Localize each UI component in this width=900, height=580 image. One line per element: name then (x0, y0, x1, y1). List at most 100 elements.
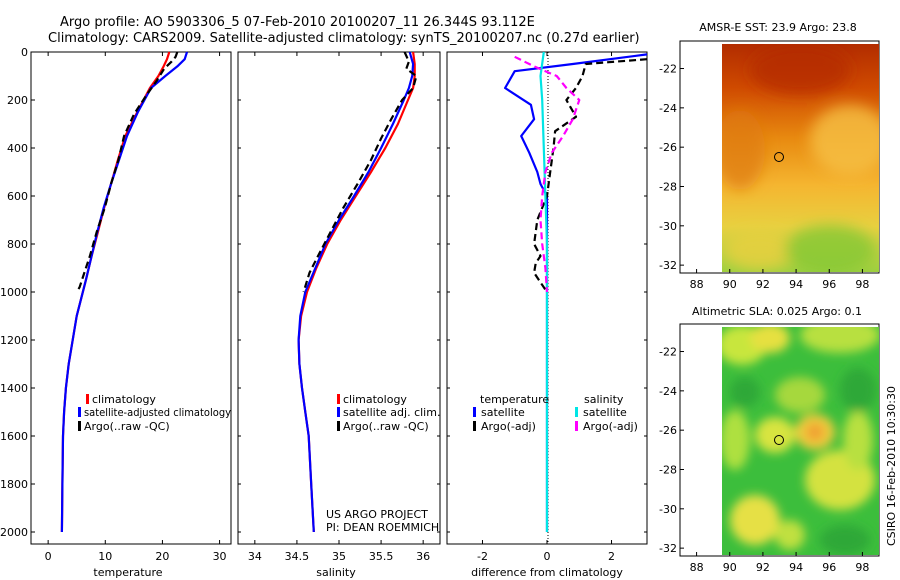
temperature-axes-box (30, 51, 232, 545)
salinity-panel: 34 34.5 35 35.5 36 salinity climatology sate… (237, 51, 441, 579)
temperature-ytick-label: 1200 (0, 334, 28, 347)
legend-swatch-temp-satellite (473, 407, 476, 417)
legend-swatch-satellite (337, 407, 340, 417)
salinity-legend: climatology satellite adj. clim. Argo(..… (337, 393, 440, 433)
temperature-xtick-label: 20 (155, 550, 169, 563)
salinity-xtick-label: 34.5 (285, 550, 310, 563)
legend-label-satellite-adjusted: satellite-adjusted climatology (84, 406, 231, 419)
difference-line-temperature-argo-adj (532, 58, 648, 293)
legend-label-argo: Argo(..raw -QC) (84, 420, 170, 433)
sst-xtick-label: 96 (822, 278, 836, 291)
sla-xtick-label: 90 (723, 561, 737, 574)
salinity-x-label: salinity (316, 566, 356, 579)
legend-label-sal-argo: Argo(-adj) (583, 420, 638, 433)
temperature-x-label: temperature (93, 566, 162, 579)
sst-field (722, 44, 879, 272)
sst-ytick-label: -24 (659, 102, 677, 115)
sla-argo-marker (774, 435, 784, 445)
sst-map-title: AMSR-E SST: 23.9 Argo: 23.8 (699, 21, 857, 34)
temperature-line-argo-raw-qc (75, 51, 179, 293)
legend-title-temperature: temperature (480, 393, 549, 406)
legend-swatch-climatology (86, 394, 89, 404)
difference-x-axis: -2 0 2 (447, 51, 647, 563)
sla-xtick-label: 92 (756, 561, 770, 574)
sla-xtick-label: 98 (855, 561, 869, 574)
legend-swatch-sal-argo (575, 421, 578, 431)
sla-field (722, 327, 879, 555)
legend-label-argo: Argo(..raw -QC) (343, 420, 429, 433)
legend-title-salinity: salinity (584, 393, 624, 406)
sla-xtick-label: 96 (822, 561, 836, 574)
sla-ytick-label: -24 (659, 385, 677, 398)
temperature-panel: 0 200 400 600 800 1000 1200 1400 1600 1800 2000 0 1… (0, 46, 232, 579)
sla-y-axis: -22 -24 -26 -28 -30 -32 (659, 346, 684, 555)
temperature-ytick-label: 0 (21, 46, 28, 59)
temperature-ytick-label: 1600 (0, 430, 28, 443)
figure-title-line1: Argo profile: AO 5903306_5 07-Feb-2010 2… (60, 15, 535, 30)
sla-ytick-label: -22 (659, 346, 677, 359)
temperature-xtick-label: 30 (213, 550, 227, 563)
sla-patches (722, 327, 879, 555)
sst-xtick-label: 98 (855, 278, 869, 291)
sst-ytick-label: -28 (659, 180, 677, 193)
legend-label-climatology: climatology (343, 393, 407, 406)
temperature-x-axis: 0 10 20 30 (45, 52, 227, 563)
legend-swatch-sal-satellite (575, 407, 578, 417)
footer-project: US ARGO PROJECT (326, 508, 428, 521)
legend-swatch-climatology (337, 394, 340, 404)
sla-ytick-label: -32 (659, 542, 677, 555)
sst-ytick-label: -30 (659, 220, 677, 233)
sst-map-panel: AMSR-E SST: 23.9 Argo: 23.8 88 90 92 94 96 98… (659, 21, 880, 291)
legend-label-satellite: satellite adj. clim. (343, 406, 440, 419)
sst-x-axis: 88 90 92 94 96 98 (690, 269, 869, 291)
temperature-ytick-label: 600 (7, 190, 28, 203)
salinity-axes-box (237, 51, 441, 545)
temperature-ytick-label: 200 (7, 94, 28, 107)
footer-pi: PI: DEAN ROEMMICH (326, 521, 439, 534)
difference-series (504, 51, 648, 532)
sla-xtick-label: 88 (690, 561, 704, 574)
sst-xtick-label: 90 (723, 278, 737, 291)
legend-swatch-argo (78, 421, 81, 431)
sst-argo-marker (774, 152, 784, 162)
difference-legend: temperature salinity satellite Argo(-adj… (473, 393, 638, 433)
legend-swatch-argo (337, 421, 340, 431)
sst-xtick-label: 94 (789, 278, 803, 291)
temperature-ytick-label: 400 (7, 142, 28, 155)
side-timestamp: CSIRO 16-Feb-2010 10:30:30 (885, 386, 898, 546)
legend-swatch-satellite-adjusted (78, 407, 81, 417)
sla-map-title: Altimetric SLA: 0.025 Argo: 0.1 (692, 305, 862, 318)
difference-xtick-label: 0 (544, 550, 551, 563)
salinity-line-argo-raw-qc (302, 51, 418, 293)
temperature-ytick-label: 1000 (0, 286, 28, 299)
sla-ytick-label: -30 (659, 503, 677, 516)
sla-map-panel: Altimetric SLA: 0.025 Argo: 0.1 (659, 305, 880, 574)
sst-xtick-label: 92 (756, 278, 770, 291)
difference-xtick-label: -2 (477, 550, 488, 563)
sst-xtick-label: 88 (690, 278, 704, 291)
temperature-legend: climatology satellite-adjusted climatolo… (78, 393, 231, 433)
salinity-xtick-label: 34 (248, 550, 262, 563)
salinity-xtick-label: 35.5 (369, 550, 394, 563)
sst-ytick-label: -22 (659, 63, 677, 76)
sla-ytick-label: -26 (659, 424, 677, 437)
salinity-xtick-label: 35 (332, 550, 346, 563)
legend-label-temp-argo: Argo(-adj) (481, 420, 536, 433)
figure-title-line2: Climatology: CARS2009. Satellite-adjuste… (48, 31, 640, 46)
salinity-xtick-label: 36 (416, 550, 430, 563)
sst-ytick-label: -26 (659, 141, 677, 154)
temperature-ytick-label: 800 (7, 238, 28, 251)
temperature-xtick-label: 10 (98, 550, 112, 563)
sla-ytick-label: -28 (659, 463, 677, 476)
legend-label-sal-satellite: satellite (583, 406, 627, 419)
salinity-series (297, 51, 418, 533)
temperature-series (60, 51, 189, 533)
sla-xtick-label: 94 (789, 561, 803, 574)
salinity-x-axis: 34 34.5 35 35.5 36 (238, 51, 440, 563)
difference-x-label: difference from climatology (471, 566, 623, 579)
temperature-y-axis: 0 200 400 600 800 1000 1200 1400 1600 1800 2000 (0, 46, 35, 539)
sla-x-axis: 88 90 92 94 96 98 (690, 552, 869, 574)
legend-swatch-temp-argo (473, 421, 476, 431)
temperature-ytick-label: 1800 (0, 478, 28, 491)
